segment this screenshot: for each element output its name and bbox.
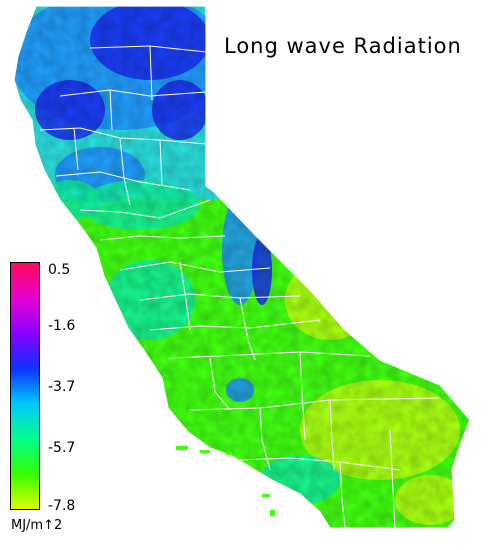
legend-tick-3: -3.7 (48, 379, 76, 395)
legend-tick-min: -7.8 (48, 498, 76, 514)
channel-islands (176, 446, 275, 516)
legend-unit: MJ/m↑2 (11, 518, 63, 533)
map-title: Long wave Radiation (224, 34, 462, 58)
legend-tick-2: -1.6 (48, 318, 76, 334)
county-boundaries (39, 45, 441, 528)
color-legend-bar (10, 262, 40, 510)
legend-tick-4: -5.7 (48, 440, 76, 456)
legend-tick-max: 0.5 (48, 262, 71, 278)
